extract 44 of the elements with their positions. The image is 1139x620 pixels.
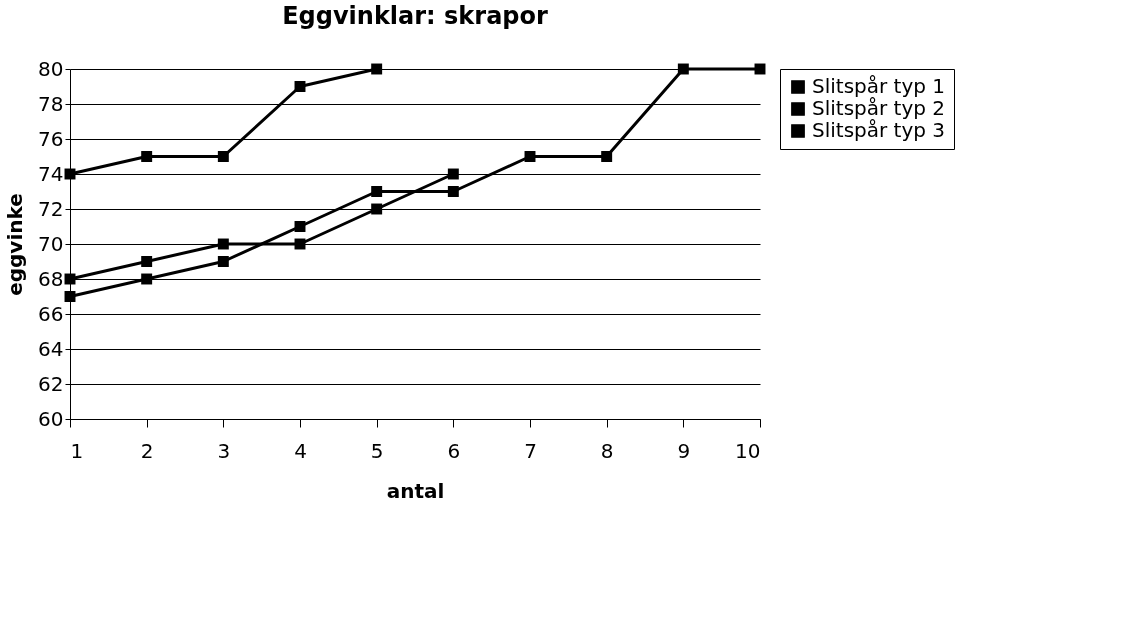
point — [447, 186, 459, 197]
point — [217, 151, 229, 162]
y-tick-label: 70 — [38, 231, 64, 256]
x-tick-label: 9 — [677, 438, 691, 463]
point — [217, 256, 229, 267]
x-tick-label: 5 — [370, 438, 384, 463]
point — [677, 63, 689, 75]
point — [371, 203, 383, 215]
y-tick-label: 68 — [38, 266, 64, 291]
y-tick-label: 66 — [38, 301, 64, 326]
point — [447, 168, 459, 180]
x-tick-label: 8 — [600, 438, 614, 463]
point — [294, 221, 306, 232]
point — [141, 256, 153, 267]
point — [294, 81, 306, 92]
y-tick-label: 60 — [38, 406, 64, 431]
point — [217, 238, 229, 250]
x-tick-label: 6 — [447, 438, 461, 463]
legend-label: Slitspår typ 1 — [812, 74, 946, 98]
point — [524, 151, 536, 162]
legend-label: Slitspår typ 3 — [812, 118, 946, 142]
legend-label: Slitspår typ 2 — [812, 96, 946, 120]
x-tick-label: 3 — [217, 438, 231, 463]
x-tick-label: 4 — [294, 438, 307, 463]
y-tick-label: 74 — [38, 161, 64, 186]
y-tick-label: 62 — [38, 371, 64, 396]
x-tick-label: 1 — [70, 438, 84, 463]
x-tick-label: 10 — [735, 438, 761, 463]
y-tick-label: 76 — [38, 126, 64, 151]
x-tick-label: 7 — [524, 438, 537, 463]
point — [371, 63, 383, 75]
chart-title: Eggvinklar: skrapor — [282, 2, 548, 30]
x-tick-label: 2 — [140, 438, 154, 463]
y-axis-title: eggvinke — [3, 193, 28, 296]
point — [371, 186, 383, 197]
point — [601, 151, 613, 162]
point — [64, 291, 76, 302]
x-axis-title: antal — [386, 478, 445, 503]
point — [141, 273, 153, 285]
y-tick-label: 78 — [38, 91, 64, 116]
y-tick-label: 64 — [38, 336, 64, 361]
y-tick-label: 72 — [38, 196, 64, 221]
point — [141, 151, 153, 162]
y-tick-label: 80 — [38, 56, 64, 81]
